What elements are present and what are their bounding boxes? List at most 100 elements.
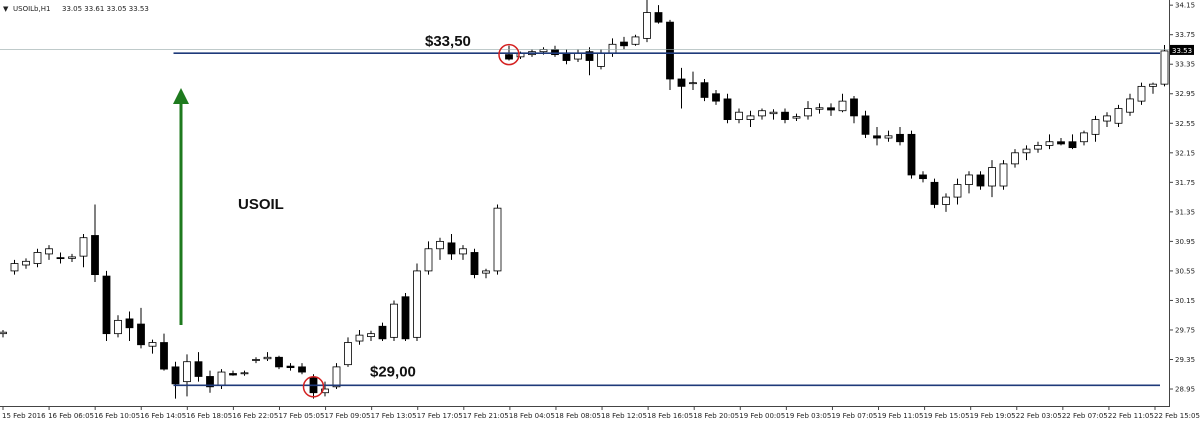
candle bbox=[1160, 45, 1169, 87]
candle bbox=[999, 160, 1008, 190]
candle bbox=[976, 171, 985, 190]
candle bbox=[148, 339, 157, 354]
candle-body-down bbox=[56, 257, 65, 260]
candle-body-down bbox=[562, 52, 571, 61]
candle-body-up bbox=[482, 270, 490, 274]
x-tick-label: 17 Feb 09:05 bbox=[325, 412, 371, 420]
candle-body-up bbox=[1045, 141, 1054, 146]
candle-body-up bbox=[815, 107, 824, 110]
candle-body-up bbox=[838, 100, 847, 112]
candle-body-down bbox=[976, 174, 985, 187]
candle bbox=[263, 352, 272, 361]
candle bbox=[1091, 115, 1100, 142]
y-tick-label: 34.15 bbox=[1175, 2, 1195, 10]
candle-body-up bbox=[367, 333, 375, 338]
candle bbox=[286, 363, 295, 371]
candle bbox=[10, 259, 19, 275]
y-tick-label: 31.35 bbox=[1175, 208, 1195, 216]
candle bbox=[735, 108, 743, 124]
header-arrow[interactable]: ▼ bbox=[3, 5, 9, 13]
y-tick-label: 30.95 bbox=[1175, 238, 1195, 246]
candle-body-down bbox=[712, 93, 720, 102]
candle bbox=[470, 248, 479, 279]
candle bbox=[861, 110, 870, 139]
candle-body-down bbox=[447, 242, 456, 255]
candle-body-up bbox=[424, 248, 433, 272]
candle-body-up bbox=[988, 167, 996, 187]
candle-body-up bbox=[792, 116, 801, 119]
last-price-label: 33.53 bbox=[1172, 47, 1192, 55]
candle bbox=[447, 234, 456, 260]
candle-body-down bbox=[102, 275, 111, 335]
candle bbox=[654, 5, 663, 24]
y-tick-label: 29.35 bbox=[1175, 356, 1195, 364]
candle-body-up bbox=[79, 237, 88, 257]
x-tick-label: 18 Feb 08:05 bbox=[555, 412, 601, 420]
candle-body-up bbox=[332, 366, 341, 388]
candle bbox=[919, 171, 927, 183]
y-tick-label: 29.75 bbox=[1175, 326, 1195, 334]
candle-body-up bbox=[148, 342, 157, 347]
candle-body-down bbox=[125, 318, 134, 329]
candle-body-down bbox=[137, 323, 145, 346]
candle bbox=[1068, 134, 1077, 150]
candle bbox=[689, 71, 697, 91]
candle-body-up bbox=[1103, 115, 1111, 122]
candle-body-up bbox=[953, 184, 962, 198]
candle bbox=[907, 130, 916, 179]
y-tick-label: 33.75 bbox=[1175, 31, 1195, 39]
candle bbox=[298, 363, 306, 375]
x-tick-label: 18 Feb 20:05 bbox=[693, 412, 739, 420]
candle-body-up bbox=[413, 270, 421, 338]
x-tick-label: 22 Feb 11:05 bbox=[1108, 412, 1154, 420]
candle bbox=[321, 381, 329, 397]
candle bbox=[758, 108, 766, 120]
candle bbox=[585, 47, 594, 76]
candle-body-up bbox=[1034, 145, 1042, 150]
candle-body-down bbox=[378, 325, 387, 340]
candle bbox=[137, 307, 145, 349]
candle bbox=[459, 245, 467, 260]
candle-body-up bbox=[355, 334, 364, 342]
candle-body-up bbox=[965, 174, 973, 185]
candle bbox=[712, 90, 720, 105]
x-tick-label: 19 Feb 11:05 bbox=[878, 412, 924, 420]
candle bbox=[125, 311, 134, 342]
candle-body-down bbox=[229, 373, 237, 376]
x-tick-label: 19 Feb 00:05 bbox=[739, 412, 785, 420]
y-ticks-group: 34.15 33.75 33.35 32.95 32.55 32.15 31.75 31.35… bbox=[1169, 2, 1195, 394]
y-tick-label: 30.15 bbox=[1175, 297, 1195, 305]
candle-body-up bbox=[459, 248, 467, 255]
candle-body-down bbox=[861, 115, 870, 135]
last-price-box bbox=[1170, 44, 1194, 55]
candle bbox=[873, 126, 881, 146]
x-tick-label: 17 Feb 17:05 bbox=[417, 412, 463, 420]
candle-body-up bbox=[0, 331, 7, 335]
candle-body-up bbox=[114, 319, 122, 335]
candle bbox=[344, 337, 352, 367]
candle-body-down bbox=[723, 98, 732, 120]
candle-body-up bbox=[240, 372, 249, 375]
y-tick-label: 32.15 bbox=[1175, 149, 1195, 157]
y-tick-label: 28.95 bbox=[1175, 386, 1195, 394]
candle-body-up bbox=[631, 36, 640, 45]
candle bbox=[781, 108, 789, 124]
candle bbox=[275, 355, 283, 370]
axis-group bbox=[0, 0, 1170, 407]
candle-body-down bbox=[1057, 141, 1065, 145]
candle bbox=[171, 361, 180, 399]
candle-body-up bbox=[597, 52, 605, 67]
candle-body-down bbox=[286, 365, 295, 369]
candle-body-down bbox=[919, 174, 927, 180]
candle bbox=[252, 357, 260, 364]
candle bbox=[0, 329, 7, 338]
candle bbox=[229, 370, 237, 376]
candle bbox=[620, 36, 628, 50]
candle-body-up bbox=[574, 52, 582, 60]
x-tick-label: 19 Feb 19:05 bbox=[970, 412, 1016, 420]
header-ohlc: 33.05 33.61 33.05 33.53 bbox=[62, 5, 149, 13]
y-tick-label: 32.95 bbox=[1175, 90, 1195, 98]
resistance-label: $33,50 bbox=[425, 33, 471, 50]
candle-body-up bbox=[735, 111, 743, 120]
